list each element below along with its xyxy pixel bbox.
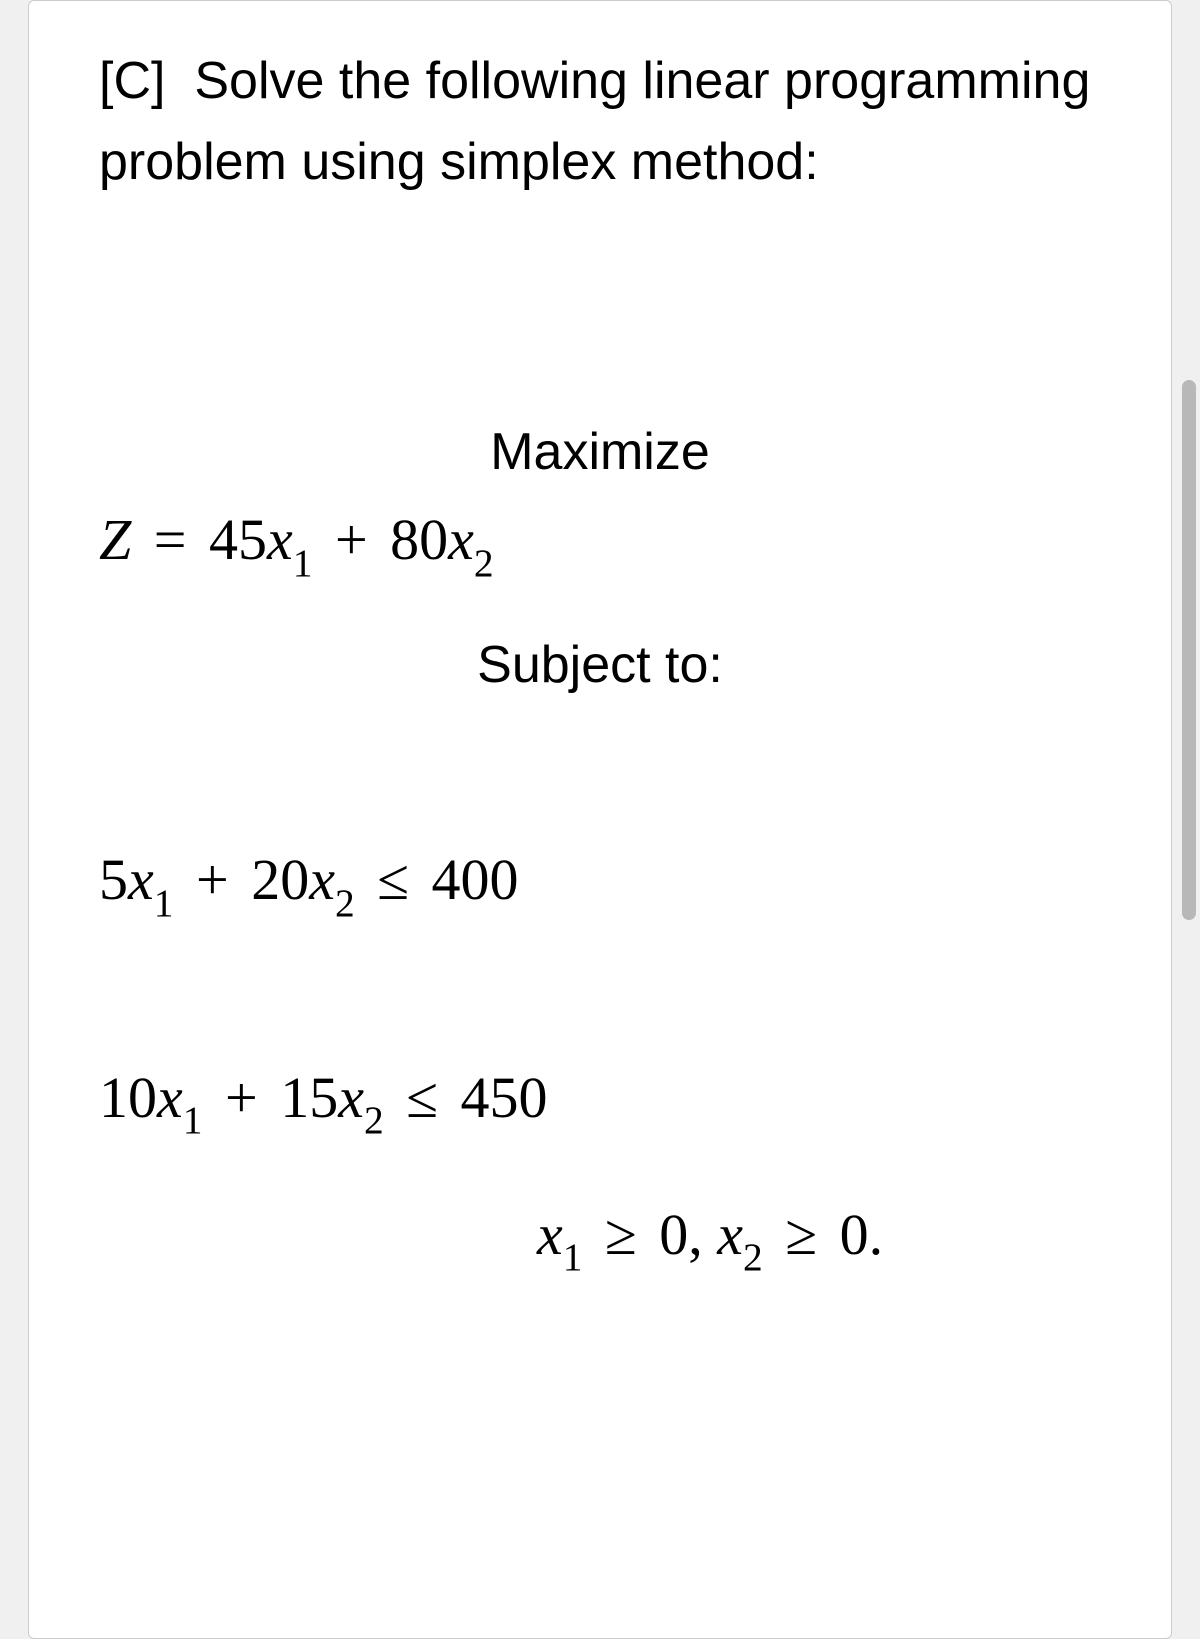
coef-2: 80 [390, 507, 448, 572]
c2-plus: + [202, 1065, 280, 1130]
equals-sign: = [131, 507, 209, 572]
c1-sub1: 1 [154, 881, 174, 925]
scrollbar-thumb[interactable] [1182, 380, 1196, 920]
c2-sub1: 1 [183, 1098, 203, 1142]
nn-sub1: 1 [563, 1235, 583, 1279]
subject-to-label: Subject to: [99, 635, 1101, 695]
sub-2: 2 [474, 541, 494, 585]
c2-rhs: 450 [461, 1065, 548, 1130]
c2-sub2: 2 [364, 1098, 384, 1142]
c1-rel: ≤ [355, 847, 432, 912]
c1-rhs: 400 [432, 847, 519, 912]
nn-rel2: ≥ [763, 1202, 840, 1267]
c2-rel: ≤ [384, 1065, 461, 1130]
objective-lhs: Z [99, 507, 131, 572]
objective-function: Z = 45x1 + 80x2 [99, 502, 1101, 585]
nn-rel1: ≥ [582, 1202, 659, 1267]
nn-var2: x [717, 1202, 743, 1267]
plus-1: + [312, 507, 390, 572]
nonneg-constraints: x1 ≥ 0, x2 ≥ 0. [99, 1201, 1101, 1277]
nn-sub2: 2 [743, 1235, 763, 1279]
var-1: x [267, 507, 293, 572]
c2-coef1: 10 [99, 1065, 157, 1130]
objective-direction: Maximize [99, 422, 1101, 482]
c1-coef1: 5 [99, 847, 128, 912]
problem-statement: [C] Solve the following linear programmi… [99, 41, 1101, 202]
var-2: x [448, 507, 474, 572]
c1-sub2: 2 [335, 881, 355, 925]
nn-period: . [869, 1202, 884, 1267]
problem-text: Solve the following linear programming p… [99, 52, 1090, 191]
c2-var2: x [338, 1065, 364, 1130]
c2-coef2: 15 [280, 1065, 338, 1130]
nn-rhs2: 0 [840, 1202, 869, 1267]
nn-var1: x [537, 1202, 563, 1267]
nn-comma: , [688, 1202, 717, 1267]
problem-label: [C] [99, 52, 165, 110]
coef-1: 45 [209, 507, 267, 572]
constraint-2: 10x1 + 15x2 ≤ 450 [99, 1063, 1101, 1141]
c1-coef2: 20 [251, 847, 309, 912]
c1-var1: x [128, 847, 154, 912]
c1-var2: x [309, 847, 335, 912]
c1-plus: + [173, 847, 251, 912]
scrollbar[interactable] [1182, 380, 1196, 920]
sub-1: 1 [293, 541, 313, 585]
page: [C] Solve the following linear programmi… [28, 0, 1172, 1639]
constraint-1: 5x1 + 20x2 ≤ 400 [99, 845, 1101, 923]
nn-rhs1: 0 [659, 1202, 688, 1267]
c2-var1: x [157, 1065, 183, 1130]
